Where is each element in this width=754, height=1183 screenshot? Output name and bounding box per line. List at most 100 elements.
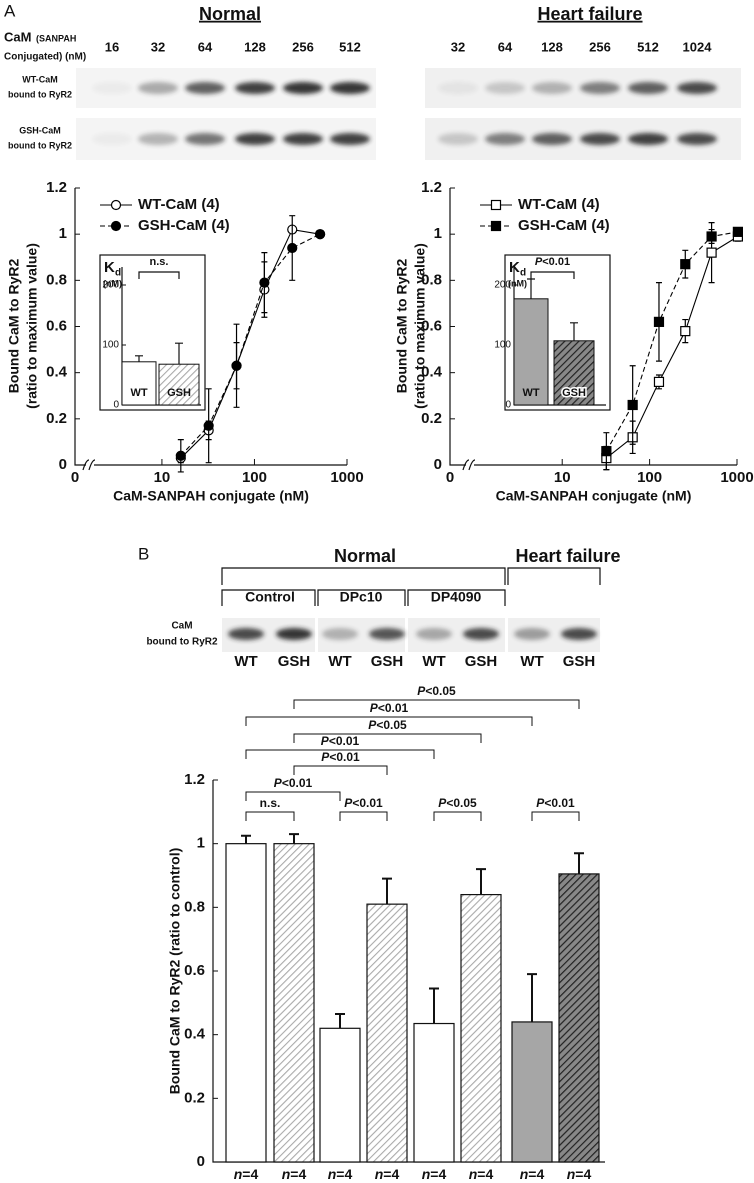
lane-label: 512: [637, 39, 659, 54]
y-axis-label: Bound CaM to RyR2 (ratio to control): [167, 848, 183, 1095]
marker: [110, 199, 122, 211]
label-rest: =4: [383, 1166, 399, 1182]
blot-band: [514, 628, 550, 640]
blot-band: [330, 82, 370, 94]
x-tick-label: 10: [154, 469, 171, 486]
blot-band: [138, 133, 178, 145]
label-rest: =4: [575, 1166, 591, 1182]
blot-band: [283, 82, 323, 94]
error-bar: [574, 852, 584, 874]
error-bar: [527, 973, 537, 1022]
blot-band: [235, 133, 275, 145]
y-tick-label: 0.8: [421, 271, 442, 288]
marker: [287, 242, 298, 254]
bar: [319, 1027, 361, 1163]
y-tick-label: 0.6: [46, 317, 67, 334]
marker: [627, 399, 638, 411]
label-rest: <0.01: [282, 776, 313, 790]
blot-band: [283, 133, 323, 145]
label-rest: <0.05: [446, 796, 477, 810]
series-line: [605, 231, 738, 452]
bar: [121, 361, 157, 406]
significance-label: P<0.01: [321, 734, 360, 748]
y-tick-label: 0.8: [184, 898, 205, 915]
marker: [314, 229, 326, 240]
italic-symbol: n: [375, 1166, 384, 1182]
marker: [231, 360, 242, 371]
label-rest: =4: [477, 1166, 493, 1182]
bar: [366, 903, 408, 1163]
bar: [225, 843, 267, 1163]
subgroup-label: DP4090: [431, 589, 482, 605]
marker: [680, 326, 691, 337]
bar: [558, 873, 600, 1163]
bar: [273, 843, 315, 1163]
category-label: WT: [130, 387, 147, 399]
blot-band: [438, 133, 478, 145]
blot-band: [580, 133, 620, 145]
blot-band: [580, 82, 620, 94]
marker: [490, 199, 502, 211]
italic-symbol: n: [282, 1166, 291, 1182]
marker: [110, 220, 122, 232]
lane-label: 1024: [683, 39, 713, 54]
y-tick-label: 1.2: [421, 179, 442, 196]
lane-label: WT: [328, 653, 351, 670]
marker: [706, 247, 717, 258]
label-rest: <0.01: [544, 796, 575, 810]
y-tick-label: 0.2: [46, 410, 67, 427]
blot-band: [416, 628, 452, 640]
lane-label: 512: [339, 39, 361, 54]
y-axis-label: (ratio to maximum value): [412, 243, 428, 409]
significance-label: P<0.01: [274, 776, 313, 790]
significance-bracket: [245, 716, 533, 726]
blot-band: [185, 133, 225, 145]
subgroup-label: DPc10: [340, 589, 383, 605]
blot-row-label: CaM: [171, 621, 192, 632]
blot-band: [438, 82, 478, 94]
cam-label: CaM: [4, 29, 31, 44]
error-bar: [476, 868, 486, 895]
blot-band: [532, 133, 572, 145]
subgroup-bracket: [221, 589, 506, 606]
blot-band: [185, 82, 225, 94]
lane-label: 16: [105, 39, 119, 54]
lane-label: GSH: [465, 653, 498, 670]
italic-symbol: P: [438, 796, 447, 810]
significance-bracket: [293, 699, 580, 709]
error-bar: [335, 1012, 345, 1029]
series-line: [180, 233, 321, 457]
italic-symbol: n: [469, 1166, 478, 1182]
bar: [158, 363, 200, 406]
y-axis-label: K: [509, 259, 520, 276]
label-rest: =4: [242, 1166, 258, 1182]
italic-symbol: P: [274, 776, 283, 790]
lane-label: 256: [589, 39, 611, 54]
significance-label: P<0.01: [536, 796, 575, 810]
blot-band: [276, 628, 312, 640]
y-tick-label: 0.6: [184, 962, 205, 979]
lane-label: GSH: [563, 653, 596, 670]
y-tick-label: 1: [434, 225, 442, 242]
significance-bracket: [293, 733, 482, 743]
significance-label: P<0.05: [417, 684, 456, 698]
n-label: n=4: [520, 1166, 545, 1182]
blot-band: [485, 82, 525, 94]
blot-band: [677, 82, 717, 94]
y-tick-label: 200: [494, 280, 511, 291]
y-axis-label: Bound CaM to RyR2: [394, 259, 410, 394]
italic-symbol: P: [344, 796, 353, 810]
normal-title: Normal: [199, 4, 261, 24]
label-rest: <0.01: [329, 750, 360, 764]
axis-break: [82, 459, 96, 471]
marker: [490, 220, 502, 232]
marker: [732, 226, 744, 237]
y-tick-label: 0: [113, 400, 119, 411]
lane-label: 64: [498, 39, 513, 54]
significance-label: P<0.05: [438, 796, 477, 810]
bar: [460, 893, 502, 1163]
marker: [653, 316, 665, 327]
label-rest: <0.01: [352, 796, 383, 810]
significance-bracket: [245, 791, 341, 801]
